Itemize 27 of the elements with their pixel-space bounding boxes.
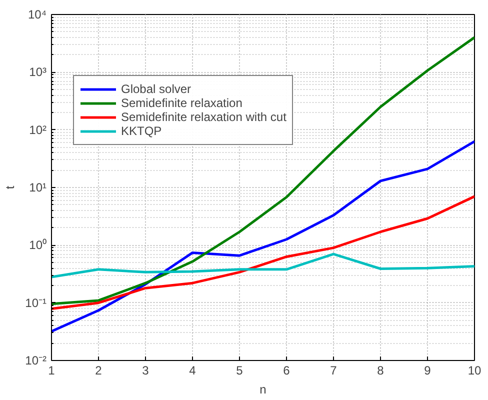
x-tick-label: 3 bbox=[142, 364, 150, 378]
x-tick-label: 2 bbox=[95, 364, 102, 378]
y-axis-title: t bbox=[3, 185, 18, 190]
y-tick-label: 10¹ bbox=[29, 180, 47, 194]
line-series bbox=[52, 140, 474, 333]
x-tick-label: 4 bbox=[189, 364, 196, 378]
legend-label: KKTQP bbox=[121, 124, 162, 138]
line-series bbox=[52, 195, 474, 310]
y-tick-label: 10⁴ bbox=[28, 8, 47, 22]
y-tick-label: 10⁰ bbox=[29, 238, 47, 252]
x-tick-label: 10 bbox=[468, 364, 482, 378]
legend-label: Semidefinite relaxation with cut bbox=[121, 110, 286, 124]
line-series bbox=[52, 36, 474, 306]
x-tick-label: 1 bbox=[48, 364, 56, 378]
y-tick-label: 10² bbox=[29, 122, 47, 137]
x-tick-label: 9 bbox=[424, 364, 432, 378]
line-series bbox=[52, 252, 474, 278]
x-tick-label: 8 bbox=[377, 364, 384, 378]
y-tick-label: 10³ bbox=[29, 65, 47, 80]
y-tick-label: 10⁻² bbox=[25, 354, 47, 368]
x-tick-label: 5 bbox=[236, 364, 244, 378]
x-tick-label: 7 bbox=[330, 364, 338, 378]
legend-label: Global solver bbox=[121, 82, 192, 96]
x-tick-label: 6 bbox=[283, 364, 290, 378]
x-axis-title: n bbox=[260, 382, 266, 396]
legend-label: Semidefinite relaxation bbox=[121, 96, 242, 110]
y-tick-label: 10⁻¹ bbox=[25, 296, 47, 310]
